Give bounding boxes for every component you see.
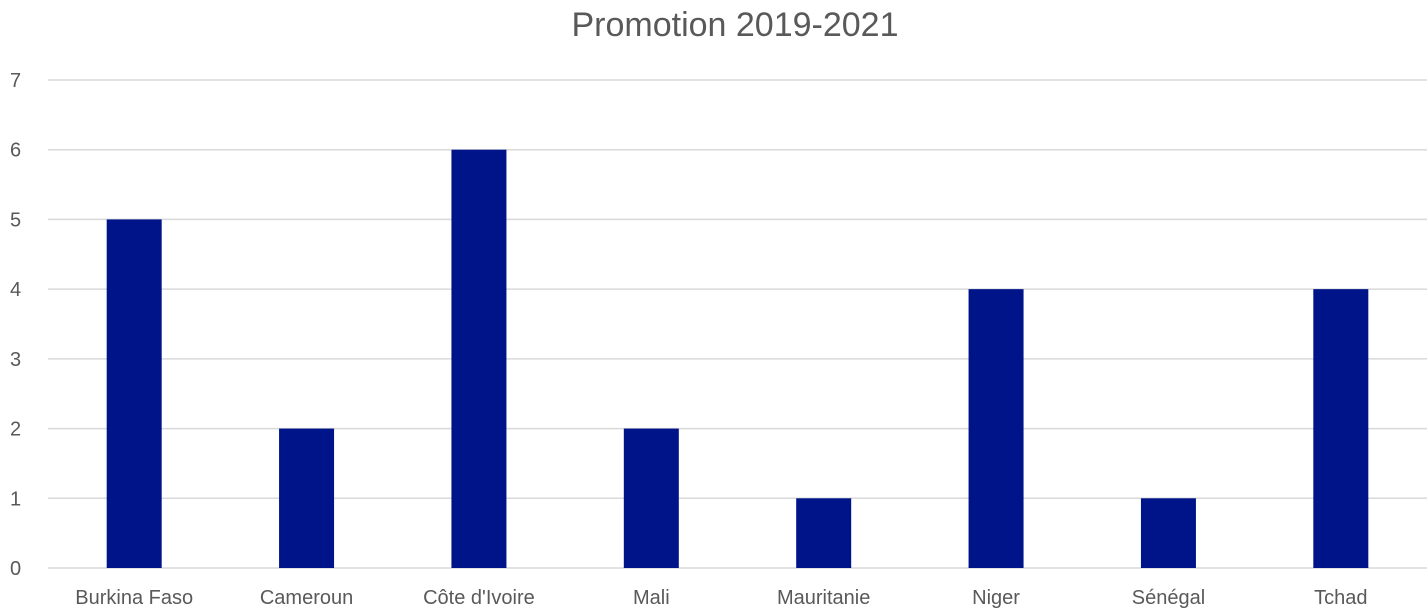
chart-title: Promotion 2019-2021 xyxy=(571,6,899,44)
bar-7 xyxy=(1313,289,1369,568)
x-tick-label: Tchad xyxy=(1314,587,1367,609)
bar-5 xyxy=(968,289,1024,568)
x-tick-label: Mauritanie xyxy=(777,587,870,609)
x-tick-label: Cameroun xyxy=(260,587,353,609)
x-tick-label: Mali xyxy=(633,587,670,609)
gridlines xyxy=(48,79,1427,569)
bar-4 xyxy=(796,498,852,568)
x-tick-label: Côte d'Ivoire xyxy=(423,587,535,609)
x-tick-label: Sénégal xyxy=(1132,587,1205,609)
y-tick-label: 3 xyxy=(10,349,21,371)
y-tick-label: 0 xyxy=(10,558,21,580)
bar-3 xyxy=(623,428,679,568)
x-axis: Burkina Faso Cameroun Côte d'Ivoire Mali Mau… xyxy=(75,587,1367,609)
bar-1 xyxy=(279,428,335,568)
y-axis: 0 1 2 3 4 5 6 7 xyxy=(10,70,21,580)
x-tick-label: Niger xyxy=(972,587,1020,609)
bar-6 xyxy=(1140,498,1196,568)
y-tick-label: 6 xyxy=(10,140,21,162)
bar-0 xyxy=(106,219,162,568)
y-tick-label: 2 xyxy=(10,419,21,441)
x-tick-label: Burkina Faso xyxy=(75,587,193,609)
y-tick-label: 1 xyxy=(10,488,21,510)
bars xyxy=(106,149,1369,568)
bar-2 xyxy=(451,149,507,568)
y-tick-label: 4 xyxy=(10,279,21,301)
y-tick-label: 7 xyxy=(10,70,21,92)
y-tick-label: 5 xyxy=(10,209,21,231)
